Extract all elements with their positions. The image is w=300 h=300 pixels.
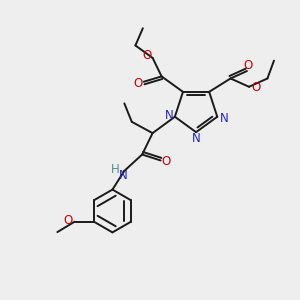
Text: N: N (118, 169, 127, 182)
Text: O: O (244, 59, 253, 72)
Text: N: N (165, 109, 174, 122)
Text: O: O (134, 77, 143, 90)
Text: N: N (192, 132, 200, 145)
Text: O: O (143, 49, 152, 62)
Text: O: O (161, 155, 171, 168)
Text: H: H (111, 163, 120, 176)
Text: N: N (219, 112, 228, 125)
Text: O: O (63, 214, 73, 227)
Text: O: O (251, 81, 260, 94)
